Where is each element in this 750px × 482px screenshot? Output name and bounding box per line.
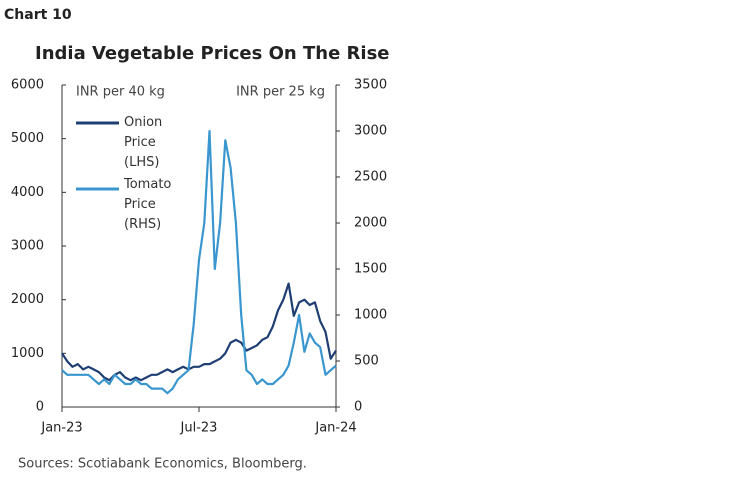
y2-tick-label: 3500 [354, 78, 387, 93]
y2-tick-label: 1500 [354, 262, 387, 277]
y2-tick-label: 0 [354, 400, 362, 415]
y-tick-label: 0 [36, 400, 44, 415]
y-tick-label: 4000 [11, 185, 44, 200]
legend-label: Onion Price (LHS) [124, 115, 163, 170]
x-tick-label: Jan-23 [40, 421, 82, 436]
y-tick-label: 6000 [11, 78, 44, 93]
series-line [61, 282, 337, 382]
y2-tick-label: 500 [354, 354, 379, 369]
chart-title: India Vegetable Prices On The Rise [35, 43, 390, 64]
x-tick-label: Jan-24 [314, 421, 356, 436]
x-tick-label: Jul-23 [180, 421, 218, 436]
y2-tick-label: 1000 [354, 308, 387, 323]
y2-tick-label: 2500 [354, 170, 387, 185]
y2-tick-label: 2000 [354, 216, 387, 231]
y-tick-label: 3000 [11, 239, 44, 254]
y2-tick-label: 3000 [354, 124, 387, 139]
source-note: Sources: Scotiabank Economics, Bloomberg… [18, 457, 307, 472]
y-tick-label: 5000 [11, 131, 44, 146]
legend-label: Tomato Price (RHS) [124, 177, 172, 232]
y-tick-label: 1000 [11, 346, 44, 361]
series-line [61, 129, 337, 395]
y2-axis-label: INR per 25 kg [236, 85, 325, 100]
y-axis-label: INR per 40 kg [76, 85, 165, 100]
legend: Onion Price (LHS) Tomato Price (RHS) [124, 113, 194, 237]
chart-number: Chart 10 [4, 7, 72, 23]
y-tick-label: 2000 [11, 292, 44, 307]
